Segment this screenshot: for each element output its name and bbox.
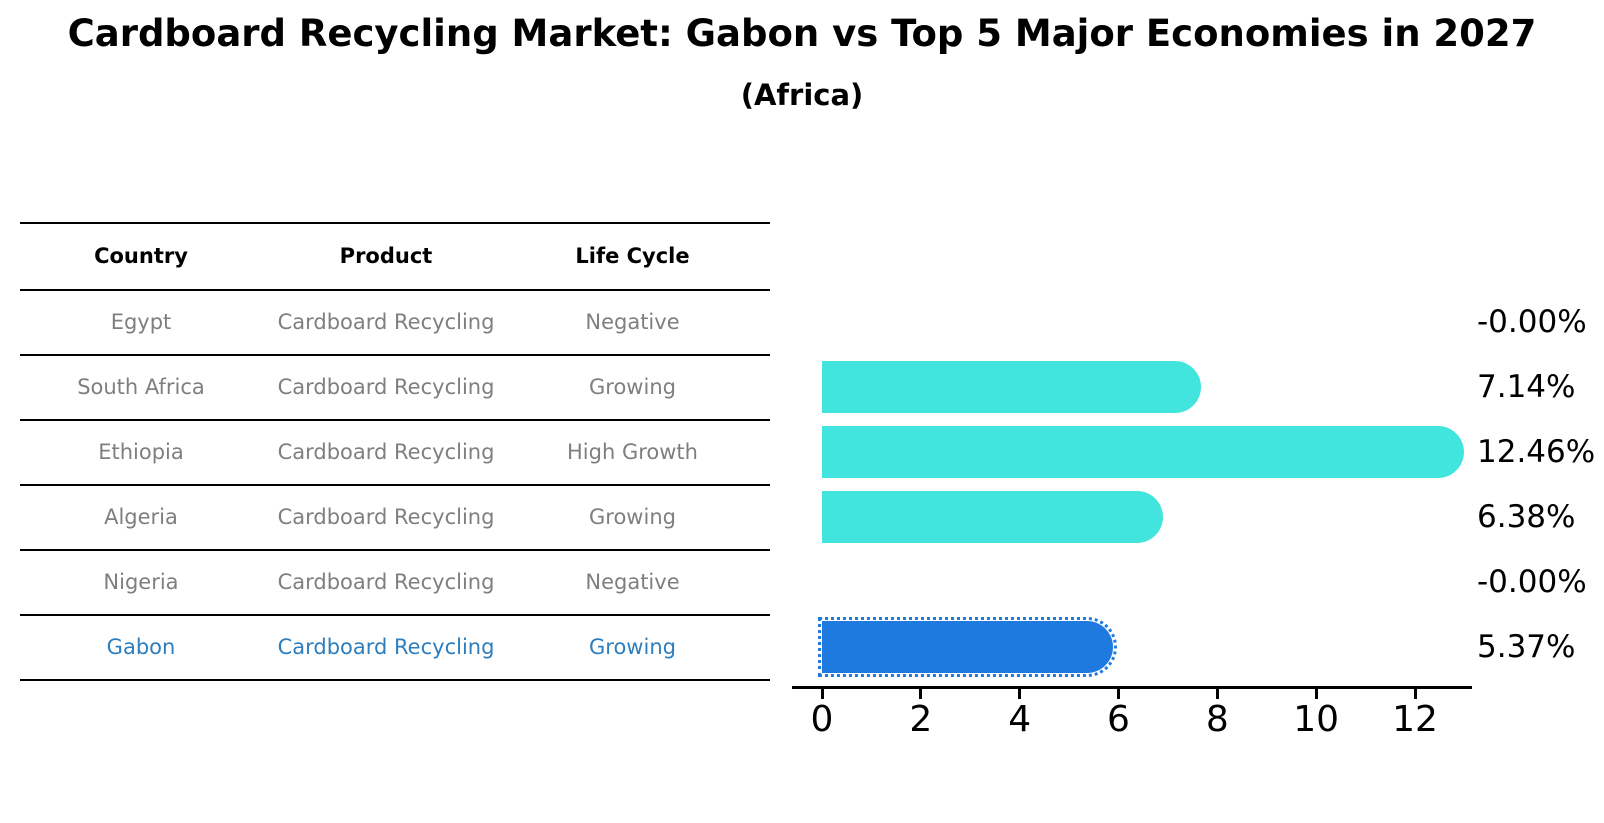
table-divider [20,419,770,421]
x-axis-tick [1413,689,1417,699]
cell-product: Cardboard Recycling [277,570,495,594]
cell-country: Nigeria [103,570,179,594]
table-divider [20,222,770,224]
cell-product: Cardboard Recycling [277,440,495,464]
bar-south-africa [822,361,1201,413]
cell-product: Cardboard Recycling [277,375,495,399]
cell-product: Cardboard Recycling [277,635,495,659]
value-label-gabon: 5.37% [1477,629,1576,665]
table-row: Algeria Cardboard Recycling Growing [0,485,770,550]
x-axis-tick [1215,689,1219,699]
cell-life-cycle: Negative [585,310,680,334]
x-axis-tick-label: 6 [1107,699,1130,740]
chart-subtitle: (Africa) [740,78,864,112]
cell-life-cycle: Growing [589,505,676,529]
column-header-life-cycle: Life Cycle [575,244,690,268]
value-label-egypt: -0.00% [1477,304,1587,340]
table-row: Ethiopia Cardboard Recycling High Growth [0,420,770,485]
bar-ethiopia [822,426,1464,478]
bar-algeria [822,491,1164,543]
value-label-nigeria: -0.00% [1477,564,1587,600]
x-axis-tick [820,689,824,699]
x-axis-tick-label: 2 [909,699,933,740]
value-label-algeria: 6.38% [1477,499,1576,535]
x-axis-tick [1018,689,1022,699]
cell-product: Cardboard Recycling [277,505,495,529]
x-axis-line [792,686,1472,689]
cell-life-cycle: High Growth [567,440,698,464]
x-axis-tick-label: 12 [1392,699,1438,740]
table-row: Nigeria Cardboard Recycling Negative [0,550,770,615]
table-divider [20,484,770,486]
x-axis-tick-label: 8 [1205,699,1229,740]
column-header-country: Country [94,244,188,268]
table-row-highlight-gabon: Gabon Cardboard Recycling Growing [0,615,770,680]
x-axis-tick-label: 0 [810,699,834,740]
cell-country: Ethiopia [98,440,184,464]
value-label-ethiopia: 12.46% [1477,434,1596,470]
x-axis-tick-label: 10 [1293,699,1340,740]
cell-product: Cardboard Recycling [277,310,495,334]
table-row: Egypt Cardboard Recycling Negative [0,290,770,355]
table-divider [20,354,770,356]
x-axis-tick-label: 4 [1008,699,1032,740]
x-axis-tick [1314,689,1318,699]
bar-gabon [817,617,1118,677]
value-label-south-africa: 7.14% [1477,369,1576,405]
cell-life-cycle: Growing [589,375,676,399]
table-divider [20,614,770,616]
cell-life-cycle: Growing [589,635,676,659]
x-axis-tick [1117,689,1120,699]
table-row: South Africa Cardboard Recycling Growing [0,355,770,420]
cell-country: Algeria [104,505,178,529]
chart-title: Cardboard Recycling Market: Gabon vs Top… [67,12,1537,55]
table-divider [20,289,770,291]
table-header-row: Country Product Life Cycle [0,223,770,290]
table-divider [20,549,770,551]
cell-country: South Africa [77,375,205,399]
cell-life-cycle: Negative [585,570,680,594]
x-axis-tick [919,689,923,699]
column-header-product: Product [339,244,433,268]
cell-country: Gabon [106,635,176,659]
cell-country: Egypt [110,310,172,334]
table-divider [20,679,770,681]
